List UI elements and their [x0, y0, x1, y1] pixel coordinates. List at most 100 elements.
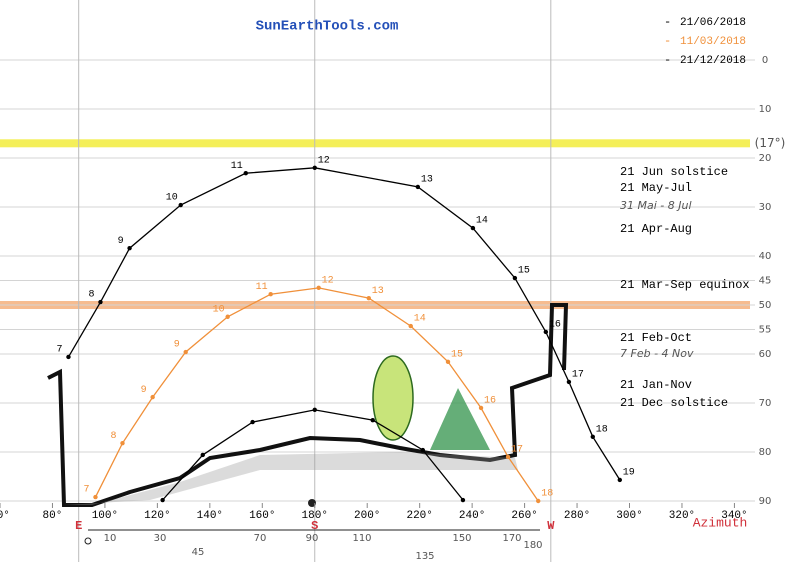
hour-point [617, 477, 623, 483]
chart-title: SunEarthTools.com [256, 19, 399, 35]
x-tick-label: 160° [249, 510, 275, 522]
band-label: (17°) [755, 136, 786, 150]
hour-point [536, 498, 541, 504]
hour-label: 14 [476, 216, 488, 227]
hour-point [160, 497, 165, 503]
tree [430, 388, 490, 450]
hour-label: 7 [83, 485, 89, 496]
cardinal-label: S [311, 519, 318, 533]
x-tick-label: 220° [406, 510, 432, 522]
bottom-note: 170 [502, 533, 521, 544]
hour-label: 18 [596, 424, 608, 435]
hour-label: 18 [541, 489, 553, 500]
hour-point [478, 405, 484, 411]
hour-point [505, 454, 511, 460]
marker [308, 499, 316, 507]
hour-label: 13 [421, 175, 433, 186]
hour-point [408, 323, 413, 329]
x-tick-label: 300° [616, 510, 642, 522]
y-tick-label: 90 [759, 496, 772, 507]
hour-point [460, 497, 466, 503]
date-note: 21 Mar-Sep equinox [620, 278, 750, 292]
marker [84, 537, 92, 545]
hour-point [312, 165, 317, 170]
hour-point [445, 359, 451, 365]
x-tick-label: 340° [721, 510, 747, 522]
hour-label: 11 [231, 161, 243, 172]
hour-point [470, 225, 476, 231]
y-tick-label: 40 [759, 251, 772, 262]
hour-point [316, 285, 321, 291]
hour-label: 19 [623, 468, 635, 479]
x-tick-label: 200° [354, 510, 380, 522]
hour-point [566, 379, 572, 385]
x-tick-label: 280° [564, 510, 590, 522]
hour-point [512, 275, 518, 281]
legend-dash: - [664, 53, 671, 67]
hour-label: 15 [518, 266, 530, 277]
date-note: 7 Feb - 4 Nov [620, 347, 694, 360]
date-note: 21 Jun solstice [620, 165, 728, 179]
hour-point [366, 295, 371, 301]
legend-entry: 21/06/2018 [680, 17, 746, 29]
legend-entry: 11/03/2018 [680, 36, 746, 48]
cardinal-label: W [547, 519, 555, 533]
hour-point [127, 245, 132, 251]
y-tick-label: 80 [759, 447, 772, 458]
x-tick-label: 240° [459, 510, 485, 522]
date-note: 31 Mai - 8 Jul [620, 199, 692, 212]
hour-label: 16 [484, 396, 496, 407]
hour-label: 9 [118, 236, 124, 247]
x-tick-label: 260° [511, 510, 537, 522]
hour-point [93, 494, 98, 500]
hour-label: 11 [256, 282, 268, 293]
y-tick-label: 70 [759, 398, 772, 409]
bottom-note: 110 [352, 533, 371, 544]
bottom-note: 10 [104, 533, 117, 544]
bottom-note: 45 [192, 547, 205, 558]
x-tick-label: 320° [669, 510, 695, 522]
x-axis-label: Azimuth [693, 515, 748, 530]
bottom-note: 180 [523, 540, 542, 551]
horizon-profile [47, 303, 569, 507]
hour-label: 13 [372, 286, 384, 297]
hour-label: 15 [451, 349, 463, 360]
date-note: 21 Apr-Aug [620, 222, 692, 236]
x-tick-label: 120° [144, 510, 170, 522]
x-tick-label: 180° [302, 510, 328, 522]
hour-label: 7 [56, 345, 62, 356]
legend-entry: 21/12/2018 [680, 55, 746, 67]
date-note: 21 Jan-Nov [620, 378, 692, 392]
hour-label: 12 [318, 155, 330, 166]
hour-point [150, 394, 155, 400]
hour-label: 8 [88, 290, 94, 301]
legend-dash: - [664, 15, 671, 29]
hour-point [268, 292, 273, 297]
y-tick-label: 0 [762, 55, 768, 66]
y-tick-label: 60 [759, 349, 772, 360]
x-tick-label: 100° [92, 510, 118, 522]
hour-label: 8 [110, 431, 116, 442]
bottom-note: 70 [254, 533, 267, 544]
hour-point [590, 434, 595, 440]
bottom-note: 150 [452, 533, 471, 544]
hour-point [415, 184, 421, 190]
hour-label: 14 [414, 314, 426, 325]
hour-point [250, 419, 255, 425]
hour-label: 17 [572, 370, 584, 381]
y-tick-label: 50 [759, 300, 772, 311]
hour-point [200, 452, 205, 458]
bottom-note: 30 [154, 533, 167, 544]
hour-point [178, 202, 183, 208]
legend-dash: - [664, 34, 671, 48]
hour-label: 10 [166, 193, 178, 204]
highlight-band [0, 139, 750, 148]
x-tick-label: 80° [43, 510, 63, 522]
hour-label: 10 [213, 304, 225, 315]
date-note: 21 Dec solstice [620, 396, 728, 410]
hour-label: 16 [549, 320, 561, 331]
tree [372, 355, 414, 441]
hour-point [183, 349, 188, 355]
y-tick-label: 45 [759, 276, 772, 287]
